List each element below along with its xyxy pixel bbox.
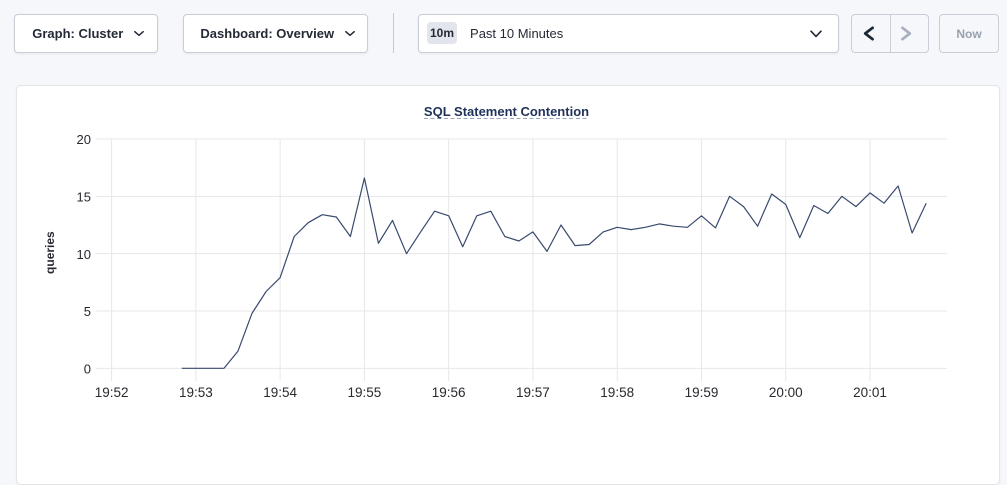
svg-text:20: 20: [77, 132, 91, 147]
svg-text:19:52: 19:52: [95, 385, 129, 400]
svg-text:15: 15: [77, 190, 91, 205]
svg-text:0: 0: [84, 362, 91, 377]
svg-text:19:57: 19:57: [516, 385, 550, 400]
svg-text:20:01: 20:01: [853, 385, 887, 400]
svg-text:19:56: 19:56: [432, 385, 466, 400]
svg-text:queries: queries: [43, 231, 57, 274]
svg-text:19:59: 19:59: [685, 385, 719, 400]
svg-text:19:55: 19:55: [348, 385, 382, 400]
svg-text:19:58: 19:58: [600, 385, 634, 400]
svg-text:19:53: 19:53: [179, 385, 213, 400]
svg-text:5: 5: [84, 304, 91, 319]
svg-text:19:54: 19:54: [263, 385, 297, 400]
svg-text:10: 10: [77, 247, 91, 262]
svg-text:20:00: 20:00: [769, 385, 803, 400]
